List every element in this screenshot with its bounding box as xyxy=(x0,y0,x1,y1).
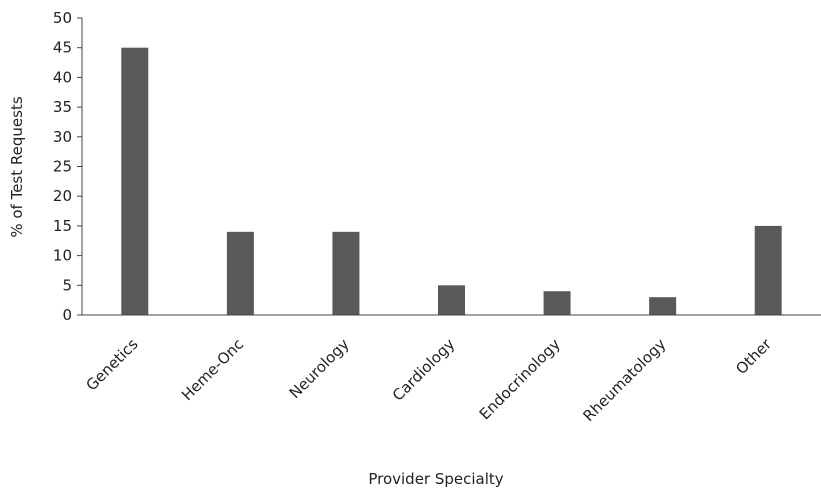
bar-neurology xyxy=(332,231,360,315)
y-tick-label: 30 xyxy=(53,128,72,146)
y-axis-title: % of Test Requests xyxy=(8,96,26,237)
bar-cardiology xyxy=(438,285,465,315)
x-category-label: Endocrinology xyxy=(476,335,564,423)
x-category-label: Genetics xyxy=(82,335,141,394)
bar-heme-onc xyxy=(226,231,254,315)
y-tick-label: 25 xyxy=(53,158,72,176)
x-category-label: Neurology xyxy=(286,335,353,402)
bar-other xyxy=(754,225,782,315)
y-tick-label: 15 xyxy=(53,217,72,235)
bar-genetics xyxy=(121,47,149,315)
y-tick-label: 0 xyxy=(62,306,72,324)
x-category-label: Cardiology xyxy=(389,335,459,405)
y-tick-label: 10 xyxy=(53,247,72,265)
y-tick-label: 35 xyxy=(53,98,72,116)
x-category-label: Other xyxy=(732,335,775,378)
y-tick-label: 5 xyxy=(62,276,72,294)
bar-endocrinology xyxy=(543,291,571,315)
x-labels-group: Genetics Heme-Onc Neurology Cardiology Endoc… xyxy=(82,335,775,426)
y-ticks-group: 0 5 10 15 20 25 30 35 40 45 50 xyxy=(53,9,82,324)
y-tick-label: 40 xyxy=(53,68,72,86)
bars-group xyxy=(121,47,782,315)
y-tick-label: 45 xyxy=(53,39,72,57)
x-category-label: Rheumatology xyxy=(579,335,669,425)
y-tick-label: 50 xyxy=(53,9,72,27)
x-axis-title: Provider Specialty xyxy=(368,470,503,488)
bar-rheumatology xyxy=(649,297,677,315)
y-tick-label: 20 xyxy=(53,187,72,205)
x-category-label: Heme-Onc xyxy=(178,335,247,404)
